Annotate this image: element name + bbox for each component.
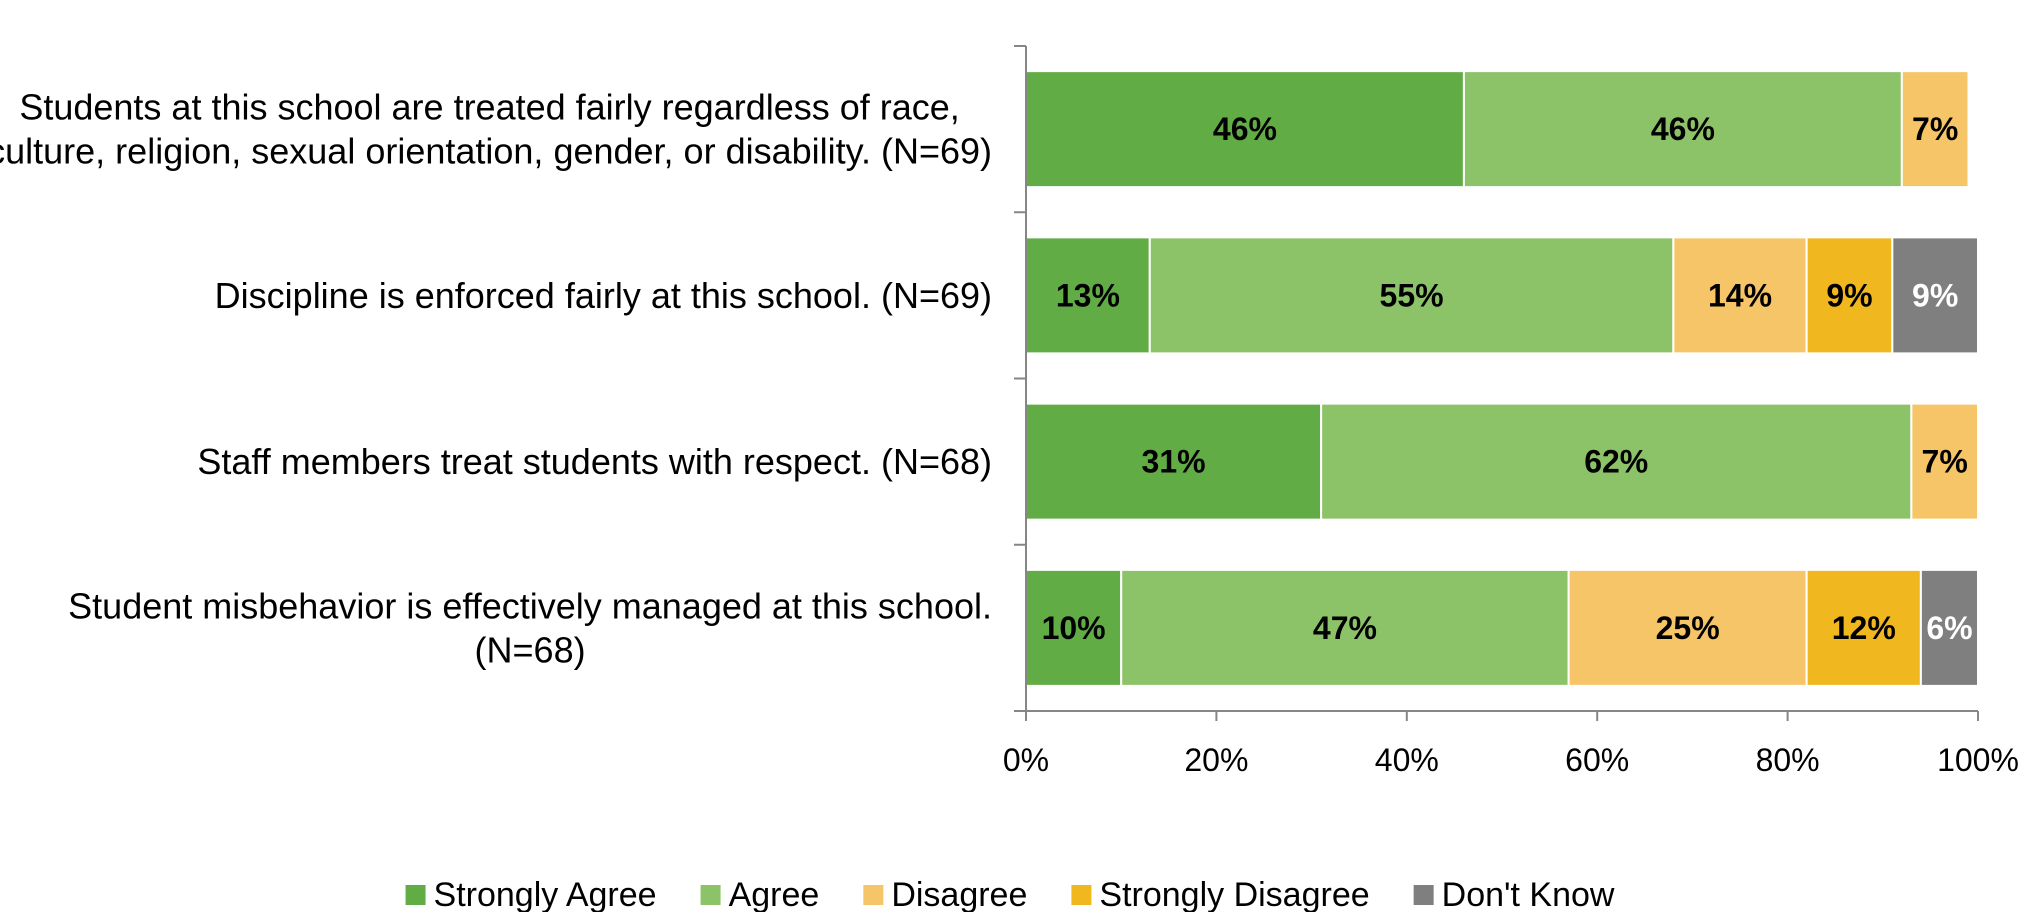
bar-segment [1672,236,1808,355]
data-label: 10% [1042,610,1106,646]
x-tick-label: 60% [1565,742,1629,778]
bar-segment [1567,568,1808,687]
legend-swatch [405,885,426,905]
legend-label: Strongly Agree [434,876,657,912]
data-label: 25% [1656,610,1720,646]
data-label: 31% [1142,444,1206,480]
data-label: 6% [1926,610,1972,646]
legend-swatch [863,885,884,905]
x-tick-label: 80% [1756,742,1820,778]
bar-segment [1025,70,1465,189]
bar-segment [1320,402,1913,521]
bar-segment [1025,568,1123,687]
bar-segment [1805,236,1894,355]
data-label: 12% [1832,610,1896,646]
data-label: 14% [1708,277,1772,313]
legend-swatch [700,885,721,905]
data-label: 13% [1056,277,1120,313]
x-tick-label: 20% [1184,742,1248,778]
legend-item: Disagree [863,876,1027,912]
legend-item: Strongly Disagree [1071,876,1370,912]
bar-segment [1891,236,1979,355]
legend-label: Strongly Disagree [1099,876,1369,912]
data-label: 7% [1922,444,1968,480]
data-label: 47% [1313,610,1377,646]
bar-segment [1919,568,1980,687]
data-label: 55% [1380,277,1444,313]
legend-item: Don't Know [1413,876,1615,912]
legend: Strongly Agree Agree Disagree Strongly Disa… [405,876,1615,912]
axes-group: 0% 20% 40% 60% 80% 100% [1003,45,2019,778]
legend-label: Agree [729,876,820,912]
data-labels-group: 46% 46% 7% 13% 55% 14% 9% 9% 31% 62% 7% 10% 47% 25% 12… [1042,111,1973,646]
legend-swatch [1071,885,1092,905]
category-label: Staff members treat students with respec… [197,441,992,482]
bar-segment [1900,70,1970,189]
bars-group [1025,70,1980,687]
x-tick-label: 0% [1003,742,1049,778]
data-label: 9% [1912,277,1958,313]
legend-swatch [1413,885,1434,905]
data-label: 46% [1651,111,1715,147]
x-tick-label: 100% [1937,742,2019,778]
bar-segment [1462,70,1903,189]
data-label: 9% [1826,277,1872,313]
x-tick-label: 40% [1375,742,1439,778]
category-label: Students at this school are treated fair… [0,87,992,172]
bar-segment [1120,568,1570,687]
legend-label: Disagree [891,876,1027,912]
data-label: 46% [1213,111,1277,147]
legend-item: Strongly Agree [405,876,657,912]
legend-item: Agree [700,876,820,912]
category-label: Student misbehavior is effectively manag… [68,585,992,670]
category-label: Discipline is enforced fairly at this sc… [215,275,992,316]
data-label: 62% [1584,444,1648,480]
data-label: 7% [1912,111,1958,147]
category-labels-group: Students at this school are treated fair… [0,87,992,671]
legend-label: Don't Know [1442,876,1615,912]
bar-segment [1148,236,1675,355]
bar-segment [1910,402,1979,521]
